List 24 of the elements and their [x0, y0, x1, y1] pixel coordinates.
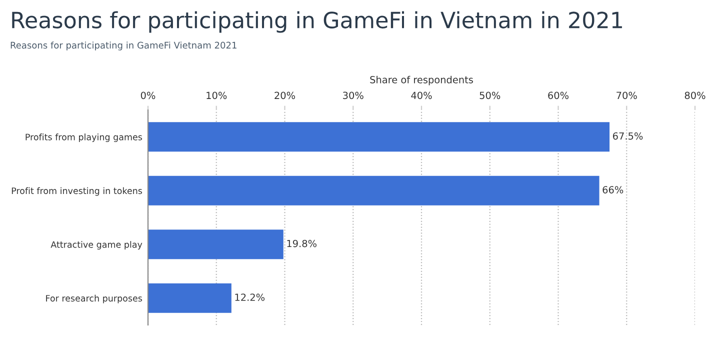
x-tick-label: 60% [548, 92, 569, 100]
data-label: 67.5% [612, 132, 643, 140]
y-tick-label: Attractive game play [50, 241, 142, 250]
x-tick-label: 20% [274, 92, 296, 100]
bar [148, 283, 232, 313]
x-tick-label: 70% [616, 92, 637, 100]
bar [148, 230, 284, 260]
x-tick-label: 0% [140, 92, 156, 100]
x-tick-label: 30% [343, 92, 364, 100]
data-label: 66% [602, 186, 624, 194]
y-tick-label: Profit from investing in tokens [12, 187, 142, 196]
data-label: 19.8% [287, 240, 317, 248]
x-tick-label: 40% [411, 92, 432, 100]
y-tick-label: Profits from playing games [26, 134, 142, 142]
bar [148, 176, 600, 206]
chart-title: Reasons for participating in GameFi in Vietnam in 2021 [12, 11, 622, 33]
x-axis-title: Share of respondents [370, 76, 473, 86]
bar [148, 122, 610, 152]
y-tick-label: For research purposes [46, 294, 142, 304]
x-tick-label: 80% [684, 92, 706, 100]
x-tick-label: 10% [206, 92, 227, 100]
data-label: 12.2% [235, 294, 265, 301]
x-tick-label: 50% [480, 92, 500, 100]
chart-subtitle: Reasons for participating in GameFi Vietnam 2021 [10, 42, 236, 50]
